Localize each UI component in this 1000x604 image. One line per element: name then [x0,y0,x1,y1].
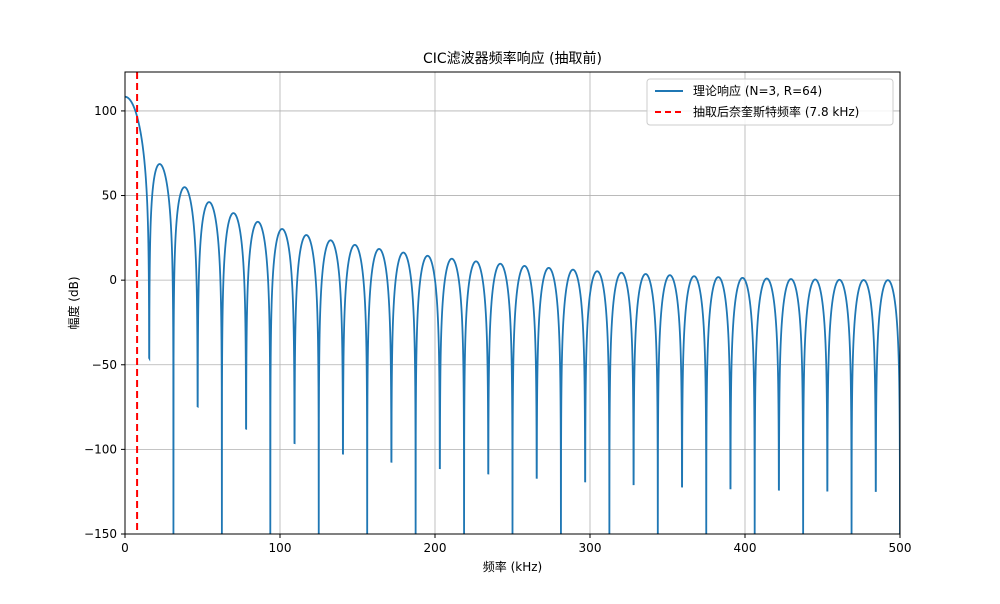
y-axis-label: 幅度 (dB) [66,276,81,329]
legend: 理论响应 (N=3, R=64) 抽取后奈奎斯特频率 (7.8 kHz) [646,78,894,126]
x-tick-label: 0 [121,541,129,555]
plot-area [125,72,900,534]
y-tick-label: −150 [84,527,117,541]
x-axis-label: 频率 (kHz) [483,559,542,574]
y-tick-label: −100 [84,442,117,456]
y-tick-label: 50 [102,189,117,203]
y-tick-label: −50 [92,358,117,372]
y-tick-label: 100 [94,104,117,118]
legend-box [646,78,894,126]
x-tick-label: 400 [734,541,757,555]
plot-frame [124,71,901,535]
chart-title: CIC滤波器频率响应 (抽取前) [423,50,602,67]
legend-label-theory: 理论响应 (N=3, R=64) [693,83,822,98]
y-tick-label: 0 [109,273,117,287]
x-tick-label: 300 [579,541,602,555]
x-tick-label: 200 [424,541,447,555]
legend-label-nyquist: 抽取后奈奎斯特频率 (7.8 kHz) [693,104,859,119]
series-line-theoretical-response [125,95,900,534]
x-tick-label: 100 [269,541,292,555]
x-tick-label: 500 [889,541,912,555]
x-axis-ticks: 0 100 200 300 400 500 [121,534,911,555]
y-axis-ticks: −150 −100 −50 0 50 100 [84,104,125,541]
